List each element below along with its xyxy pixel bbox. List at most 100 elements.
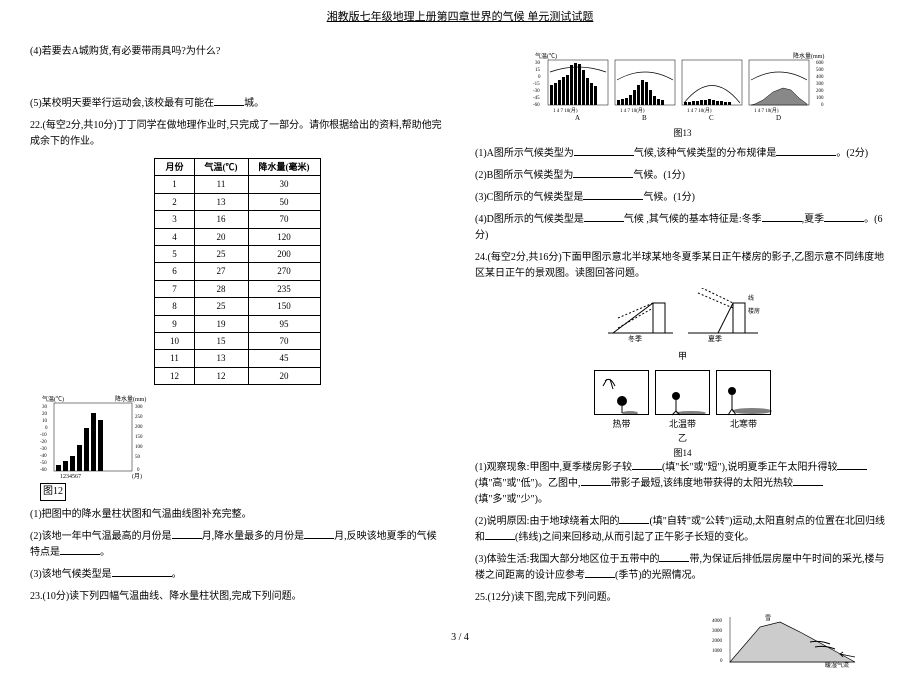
t: (2)B图所示气候类型为 — [475, 170, 573, 181]
label-B: B — [642, 114, 647, 120]
cell: 25 — [194, 245, 248, 262]
cell: 16 — [194, 211, 248, 228]
label-A: A — [575, 114, 580, 120]
page-header: 湘教版七年级地理上册第四章世界的气候 单元测试试题 — [0, 0, 920, 24]
t: (2)说明原因:由于地球绕着太阳的 — [475, 516, 619, 527]
cell: 120 — [248, 228, 320, 245]
svg-text:0: 0 — [45, 426, 48, 431]
cell: 50 — [248, 193, 320, 210]
cell: 270 — [248, 263, 320, 280]
svg-text:50: 50 — [135, 455, 141, 460]
svg-text:降水量(mm): 降水量(mm) — [793, 52, 824, 60]
svg-text:-40: -40 — [40, 454, 47, 459]
cell: 13 — [194, 350, 248, 367]
scene-temperate — [655, 370, 710, 415]
svg-text:-20: -20 — [40, 440, 47, 445]
t: (填"高"或"低")。乙图中, — [475, 478, 581, 489]
table-row: 21350 — [155, 193, 320, 210]
table-row: 728235 — [155, 280, 320, 297]
cell: 13 — [194, 193, 248, 210]
summer-label: 夏季 — [708, 334, 722, 343]
svg-text:15: 15 — [535, 68, 541, 73]
cell: 10 — [155, 332, 194, 349]
fig13-label: 图13 — [475, 126, 890, 140]
scene-tropical — [594, 370, 649, 415]
q22-1: (1)把图中的降水量柱状图和气温曲线图补充完整。 — [30, 507, 445, 523]
label-D: D — [776, 114, 781, 120]
figure-14-scenes: 热带 北温带 北寒带 — [475, 370, 890, 431]
t: (填"多"或"少")。 — [475, 494, 548, 505]
chart-C: 1 4 7 10(月) C — [682, 60, 742, 120]
cell: 235 — [248, 280, 320, 297]
svg-text:-30: -30 — [40, 447, 47, 452]
cell: 7 — [155, 280, 194, 297]
cell: 30 — [248, 176, 320, 193]
svg-text:200: 200 — [135, 425, 143, 430]
cell: 70 — [248, 211, 320, 228]
svg-text:300: 300 — [135, 405, 143, 410]
svg-text:30: 30 — [42, 405, 48, 410]
building-label: 楼房 — [748, 307, 760, 315]
t: 气候。(1分) — [633, 170, 685, 181]
svg-text:200: 200 — [816, 89, 824, 94]
cell: 150 — [248, 298, 320, 315]
svg-text:0: 0 — [137, 468, 140, 473]
svg-text:30: 30 — [535, 61, 541, 66]
cell: 200 — [248, 245, 320, 262]
q24-1: (1)观察现象:甲图中,夏季楼房影子较(填"长"或"短"),说明夏季正午太阳升得… — [475, 460, 890, 508]
t: (4)D图所示的气候类型是 — [475, 214, 584, 225]
cell: 27 — [194, 263, 248, 280]
th-temp: 气温(℃) — [194, 159, 248, 176]
figure-13: 气温(℃) 降水量(mm) 3015 0-15 -30-45 -60 60050… — [475, 50, 890, 140]
q23-4: (4)D图所示的气候类型是气候 ,其气候的基本特征是:冬季,夏季。(6分) — [475, 212, 890, 244]
table-row: 825150 — [155, 298, 320, 315]
svg-text:4000: 4000 — [712, 619, 723, 624]
chart12-xaxis: 1234567 — [60, 474, 81, 480]
svg-text:-30: -30 — [533, 89, 540, 94]
svg-text:气温(℃): 气温(℃) — [535, 52, 557, 60]
fig14-yi: 乙 — [475, 431, 890, 445]
svg-text:150: 150 — [135, 435, 143, 440]
q23-2: (2)B图所示气候类型为 气候。(1分) — [475, 168, 890, 184]
cell: 1 — [155, 176, 194, 193]
cell: 2 — [155, 193, 194, 210]
table-row: 101570 — [155, 332, 320, 349]
cell: 20 — [248, 367, 320, 384]
chart-B: 1 4 7 10(月) B — [615, 60, 675, 120]
t: (2)该地一年中气温最高的月份是 — [30, 531, 172, 542]
table-row: 627270 — [155, 263, 320, 280]
figure-25: 40003000 20001000 0 雪 暖湿气流 — [475, 612, 890, 678]
page-body: (4)若要去A城购货,有必要带雨具吗?为什么? (5)某校明天要举行运动会,该校… — [0, 24, 920, 684]
svg-text:400: 400 — [816, 75, 824, 80]
svg-text:0: 0 — [821, 103, 824, 108]
q23-intro: 23.(10分)读下列四幅气温曲线、降水量柱状图,完成下列问题。 — [30, 589, 445, 605]
label-C: C — [709, 114, 714, 120]
table-row: 420120 — [155, 228, 320, 245]
t: 气候。(1分) — [643, 192, 695, 203]
fig14-jia: 甲 — [475, 349, 890, 363]
figure-14-top: 冬季 夏季 线 楼房 甲 — [475, 288, 890, 363]
cell: 20 — [194, 228, 248, 245]
q24-2: (2)说明原因:由于地球绕着太阳的(填"自转"或"公转")运动,太阳直射点的位置… — [475, 514, 890, 546]
svg-text:300: 300 — [816, 82, 824, 87]
cell: 95 — [248, 315, 320, 332]
th-precip: 降水量(毫米) — [248, 159, 320, 176]
table-row: 31670 — [155, 211, 320, 228]
q4-text: (4)若要去A城购货,有必要带雨具吗?为什么? — [30, 44, 445, 60]
q22-2: (2)该地一年中气温最高的月份是月,降水量最多的月份是月,反映该地夏季的气候特点… — [30, 529, 445, 561]
cell: 4 — [155, 228, 194, 245]
q5-text: (5)某校明天要举行运动会,该校最有可能在城。 — [30, 96, 445, 112]
t: (纬线)之间来回移动,从而引起了正午影子长短的变化。 — [515, 532, 754, 543]
table-row: 111345 — [155, 350, 320, 367]
cell: 11 — [194, 176, 248, 193]
fig12-label: 图12 — [40, 483, 66, 501]
svg-text:100: 100 — [816, 96, 824, 101]
q23-3: (3)C图所示的气候类型是气候。(1分) — [475, 190, 890, 206]
figure-12: 气温(℃) 降水量(mm) 3020 100 -10-20 -30-40 -50… — [40, 393, 445, 501]
svg-text:250: 250 — [135, 415, 143, 420]
th-month: 月份 — [155, 159, 194, 176]
q24-intro: 24.(每空2分,共16分)下面甲图示意北半球某地冬夏季某日正午楼房的影子,乙图… — [475, 250, 890, 282]
chart-D: 1 4 7 10(月) D — [749, 60, 809, 120]
warm-moist-label: 暖湿气流 — [825, 661, 849, 669]
q5-pre: (5)某校明天要举行运动会,该校最有可能在 — [30, 98, 214, 109]
